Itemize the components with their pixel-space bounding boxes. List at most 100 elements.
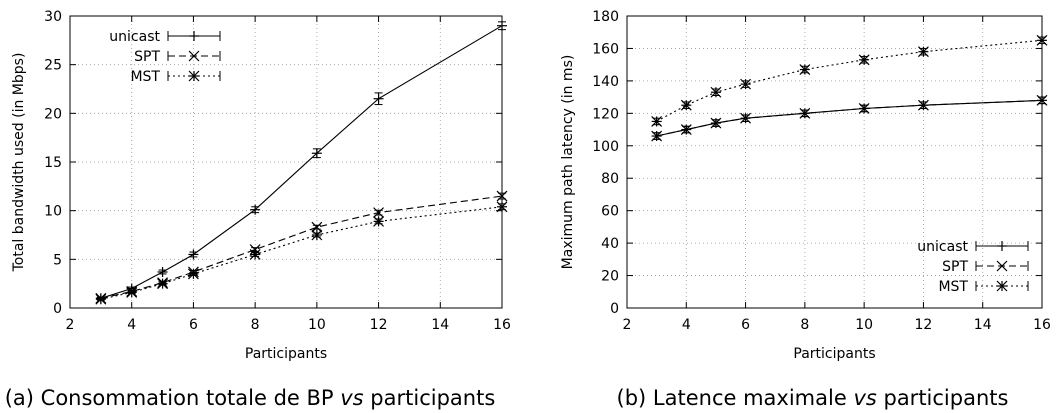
y-axis-title: Maximum path latency (in ms) <box>560 55 576 270</box>
data-point <box>710 117 722 129</box>
y-tick-label: 20 <box>601 269 619 285</box>
data-point <box>858 103 870 114</box>
legend-entry-unicast: unicast <box>917 239 1029 255</box>
plot-frame <box>626 15 1043 309</box>
series-line <box>100 206 503 300</box>
legend-entry-mst: MST <box>130 69 221 85</box>
x-tick-label: 10 <box>308 317 326 333</box>
series-line <box>656 99 1043 137</box>
y-tick-label: 160 <box>592 41 619 57</box>
x-tick-label: 12 <box>915 317 933 333</box>
data-point <box>680 99 692 111</box>
data-point <box>1036 94 1048 106</box>
x-tick-label: 6 <box>741 317 750 333</box>
x-tick-label: 4 <box>127 317 136 333</box>
data-point <box>710 86 722 98</box>
y-tick-label: 0 <box>53 301 62 317</box>
plot-frame <box>69 15 503 309</box>
legend-marker <box>188 50 200 62</box>
legend-label: SPT <box>942 259 968 275</box>
legend-label: SPT <box>134 49 160 65</box>
data-point <box>799 64 811 75</box>
series-mst <box>651 34 1048 127</box>
series-line <box>100 195 503 299</box>
series-line <box>100 25 503 299</box>
y-tick-label: 5 <box>53 252 62 268</box>
x-tick-label: 14 <box>431 317 449 333</box>
data-point <box>858 54 870 66</box>
x-tick-label: 2 <box>66 317 75 333</box>
y-tick-label: 180 <box>592 9 619 25</box>
y-tick-label: 140 <box>592 74 619 90</box>
data-point <box>157 266 168 277</box>
x-tick-label: 12 <box>370 317 388 333</box>
legend-label: MST <box>938 279 968 295</box>
data-point <box>373 207 384 219</box>
y-tick-label: 30 <box>44 9 62 25</box>
x-tick-label: 2 <box>623 317 632 333</box>
data-point <box>918 46 929 58</box>
x-tick-label: 8 <box>251 317 260 333</box>
series-mst <box>95 201 508 305</box>
caption-emphasis: vs <box>340 386 363 410</box>
data-point <box>497 20 507 31</box>
legend-entry-unicast: unicast <box>109 29 221 45</box>
legend-entry-spt: SPT <box>134 49 221 65</box>
data-point <box>496 201 508 213</box>
y-tick-label: 25 <box>44 58 62 74</box>
data-point <box>680 124 692 135</box>
x-tick-label: 16 <box>493 317 511 333</box>
chart-bandwidth: 2 4 6 8 10 12 14 16 0 5 10 15 20 25 30 Participants Tota… <box>5 9 511 410</box>
data-point <box>249 249 261 260</box>
data-point <box>250 204 261 215</box>
grid <box>70 16 502 308</box>
x-tick-label: 6 <box>189 317 198 333</box>
data-point <box>188 268 199 280</box>
series-spt <box>651 94 1048 142</box>
y-tick-label: 80 <box>601 171 619 187</box>
grid <box>627 16 1042 308</box>
y-tick-label: 15 <box>44 155 62 171</box>
data-point <box>740 78 751 90</box>
data-point <box>126 287 138 298</box>
x-tick-label: 10 <box>855 317 873 333</box>
y-tick-label: 20 <box>44 106 62 122</box>
legend-marker <box>996 280 1008 292</box>
y-axis-title: Total bandwidth used (in Mbps) <box>11 53 27 273</box>
legend-entry-spt: SPT <box>942 259 1029 275</box>
y-tick-label: 0 <box>610 301 619 317</box>
y-tick-label: 10 <box>44 204 62 220</box>
x-axis-title: Participants <box>793 346 875 362</box>
data-point <box>157 278 168 290</box>
chart-latency: 2 4 6 8 10 12 14 16020406080100120140160180Part… <box>560 9 1051 410</box>
x-tick-label: 16 <box>1033 317 1051 333</box>
legend-marker <box>997 241 1007 251</box>
legend: unicast SPT MST <box>917 239 1029 295</box>
data-point <box>95 293 107 305</box>
data-point <box>651 130 663 142</box>
data-point <box>311 229 323 241</box>
legend: unicast SPT MST <box>109 29 221 85</box>
data-point <box>373 215 384 227</box>
x-tick-label: 14 <box>974 317 992 333</box>
data-point <box>651 116 663 127</box>
y-tick-label: 40 <box>601 236 619 252</box>
legend-label: unicast <box>109 29 160 45</box>
legend-marker <box>996 260 1008 272</box>
y-tick-label: 100 <box>592 139 619 155</box>
data-point <box>496 190 508 202</box>
data-point <box>918 99 929 111</box>
caption-prefix: (b) Latence maximale <box>617 386 854 410</box>
chart-caption: (b) Latence maximale vs participants <box>617 386 1009 410</box>
x-tick-label: 4 <box>682 317 691 333</box>
legend-marker <box>189 31 199 41</box>
caption-suffix: participants <box>877 386 1009 410</box>
data-point <box>188 249 199 260</box>
caption-emphasis: vs <box>853 386 876 410</box>
legend-entry-mst: MST <box>938 279 1029 295</box>
x-tick-label: 8 <box>800 317 809 333</box>
data-point <box>311 148 322 159</box>
caption-suffix: participants <box>364 386 496 410</box>
chart-caption: (a) Consommation totale de BP vs partici… <box>5 386 496 410</box>
